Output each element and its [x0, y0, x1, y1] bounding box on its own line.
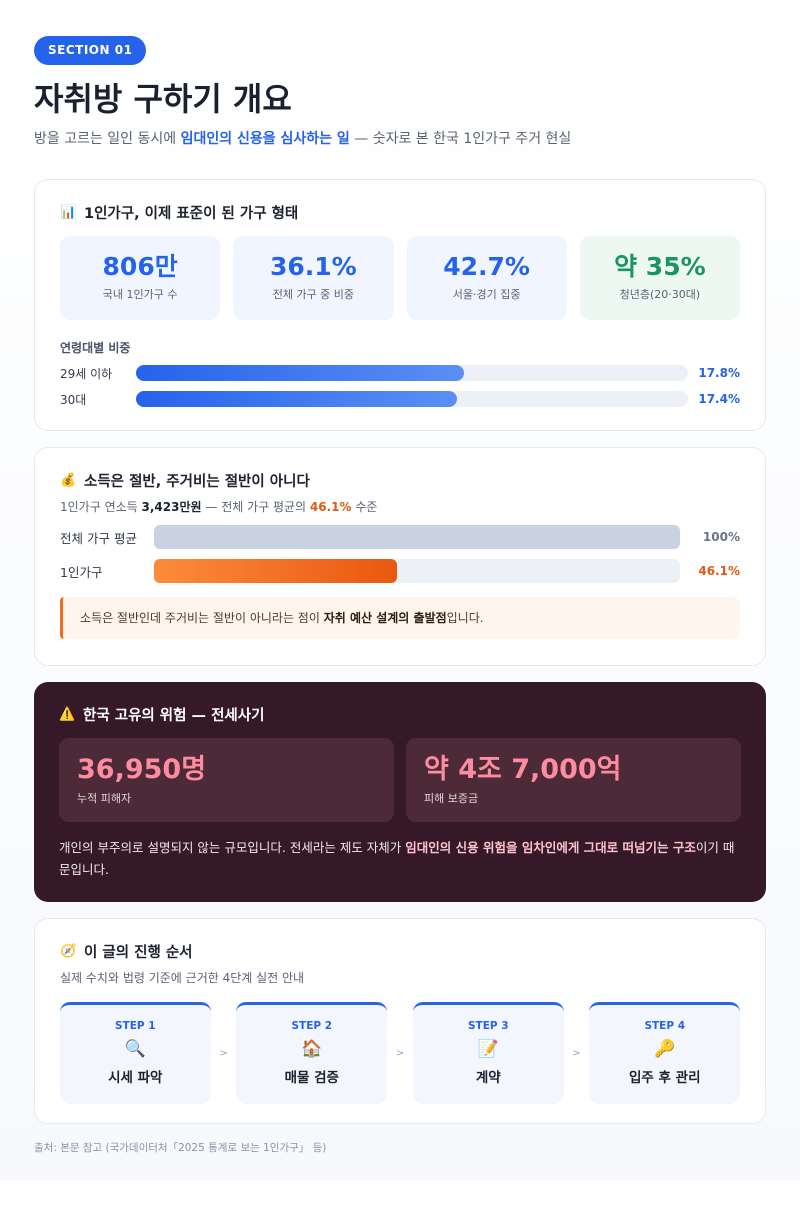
stat-label: 전체 가구 중 비중: [272, 288, 355, 301]
stat-value: 약 35%: [614, 252, 706, 281]
income-bar-row: 1인가구 46.1%: [60, 559, 740, 583]
card-title: ⚠️ 한국 고유의 위험 — 전세사기: [59, 706, 265, 724]
income-bar-track: [154, 525, 681, 549]
step-item: STEP 2 🏠 매물 검증: [236, 1002, 388, 1104]
risk-description: 개인의 부주의로 설명되지 않는 규모입니다. 전세라는 제도 자체가 임대인의…: [59, 840, 735, 877]
income-bar-row: 전체 가구 평균 100%: [60, 525, 740, 549]
stat-value: 42.7%: [443, 252, 530, 281]
income-subtitle: 1인가구 연소득 3,423만원 — 전체 가구 평균의 46.1% 수준: [60, 500, 378, 514]
jeonse-risk-card: ⚠️ 한국 고유의 위험 — 전세사기 36,950명 누적 피해자 약 4조 …: [34, 682, 766, 902]
stat-label: 청년층(20·30대): [619, 288, 701, 301]
step-list: STEP 1 🔍 시세 파악 > STEP 2 🏠 매물 검증 > STEP 3…: [60, 1002, 741, 1104]
chevron-right-icon: >: [219, 1047, 228, 1059]
chevron-right-icon: >: [572, 1047, 581, 1059]
income-bar-track: [154, 559, 681, 583]
memo-icon: 📝: [477, 1039, 499, 1059]
age-bar-value: 17.4%: [698, 392, 740, 406]
page-title: 자취방 구하기 개요: [34, 80, 292, 118]
age-bar-fill: [136, 391, 457, 407]
step-name: 입주 후 관리: [628, 1070, 701, 1086]
magnifier-icon: 🔍: [124, 1039, 146, 1059]
age-bar-track: [136, 365, 689, 381]
compass-icon: 🧭: [60, 943, 77, 959]
stat-tile-highlight: 약 35% 청년층(20·30대): [579, 236, 740, 320]
step-number: STEP 3: [467, 1020, 509, 1032]
card-title: 🧭 이 글의 진행 순서: [60, 943, 193, 961]
stat-value: 36.1%: [270, 252, 357, 281]
risk-stat-value: 약 4조 7,000억: [424, 754, 622, 785]
stat-label: 국내 1인가구 수: [102, 288, 178, 301]
age-bar-row: 30대 17.4%: [60, 390, 740, 408]
income-bar-label: 전체 가구 평균: [60, 530, 137, 546]
income-callout: 소득은 절반인데 주거비는 절반이 아니라는 점이 자취 예산 설계의 출발점입…: [60, 597, 740, 639]
income-bar-label: 1인가구: [60, 564, 103, 580]
step-name: 매물 검증: [284, 1070, 339, 1086]
risk-stat-tile: 36,950명 누적 피해자: [59, 738, 394, 822]
risk-stat-label: 누적 피해자: [77, 792, 132, 805]
risk-stat-value: 36,950명: [77, 754, 207, 785]
card-title: 💰 소득은 절반, 주거비는 절반이 아니다: [60, 472, 310, 490]
income-bar-value: 100%: [702, 530, 740, 544]
income-bar-fill: [154, 525, 681, 549]
step-item: STEP 3 📝 계약: [412, 1002, 564, 1104]
stat-tile: 36.1% 전체 가구 중 비중: [233, 236, 394, 320]
stat-tile: 806만 국내 1인가구 수: [60, 236, 221, 320]
step-number: STEP 1: [115, 1020, 156, 1032]
stat-grid: 806만 국내 1인가구 수 36.1% 전체 가구 중 비중 42.7% 서울…: [60, 236, 740, 320]
age-bar-track: [136, 391, 689, 407]
chevron-right-icon: >: [395, 1047, 405, 1059]
age-bar-label: 30대: [60, 392, 87, 407]
stat-value: 806만: [102, 252, 178, 281]
source-note: 출처: 본문 참고 (국가데이터처「2025 통계로 보는 1인가구」 등): [34, 1142, 327, 1154]
step-number: STEP 4: [644, 1020, 686, 1032]
risk-stat-tile: 약 4조 7,000억 피해 보증금: [406, 738, 741, 822]
stat-tile: 42.7% 서울·경기 집중: [406, 236, 567, 320]
income-card: 💰 소득은 절반, 주거비는 절반이 아니다 1인가구 연소득 3,423만원 …: [34, 447, 766, 666]
section-badge: SECTION 01: [34, 36, 147, 65]
age-bar-fill: [136, 365, 464, 381]
steps-card: 🧭 이 글의 진행 순서 실제 수치와 법령 기준에 근거한 4단계 실전 안내…: [34, 918, 766, 1124]
page-subtitle: 방을 고르는 일인 동시에 임대인의 신용을 심사하는 일 — 숫자로 본 한국…: [34, 131, 572, 147]
age-bar-row: 29세 이하 17.8%: [60, 364, 740, 382]
step-number: STEP 2: [291, 1020, 333, 1032]
step-name: 시세 파악: [108, 1070, 163, 1086]
step-item: STEP 4 🔑 입주 후 관리: [589, 1002, 741, 1104]
income-bar-fill: [154, 559, 397, 583]
bar-chart-icon: 📊: [60, 204, 77, 220]
age-bar-value: 17.8%: [698, 366, 740, 380]
key-icon: 🔑: [654, 1039, 676, 1059]
income-bar-value: 46.1%: [698, 564, 740, 578]
step-item: STEP 1 🔍 시세 파악: [60, 1002, 211, 1104]
card-title: 📊 1인가구, 이제 표준이 된 가구 형태: [60, 204, 299, 222]
steps-subtitle: 실제 수치와 법령 기준에 근거한 4단계 실전 안내: [60, 971, 305, 985]
house-icon: 🏠: [301, 1039, 323, 1059]
step-name: 계약: [475, 1070, 501, 1086]
age-section-title: 연령대별 비중: [60, 341, 131, 355]
single-household-card: 📊 1인가구, 이제 표준이 된 가구 형태 806만 국내 1인가구 수 36…: [34, 179, 766, 431]
risk-stats: 36,950명 누적 피해자 약 4조 7,000억 피해 보증금: [59, 738, 741, 822]
stat-label: 서울·경기 집중: [452, 288, 521, 301]
page: SECTION 01 자취방 구하기 개요 방을 고르는 일인 동시에 임대인의…: [0, 0, 800, 1180]
age-bar-label: 29세 이하: [60, 366, 113, 381]
money-bag-icon: 💰: [60, 472, 77, 488]
subtitle-highlight: 임대인의 신용을 심사하는 일: [180, 131, 350, 147]
risk-stat-label: 피해 보증금: [424, 792, 479, 805]
warning-icon: ⚠️: [59, 706, 76, 722]
